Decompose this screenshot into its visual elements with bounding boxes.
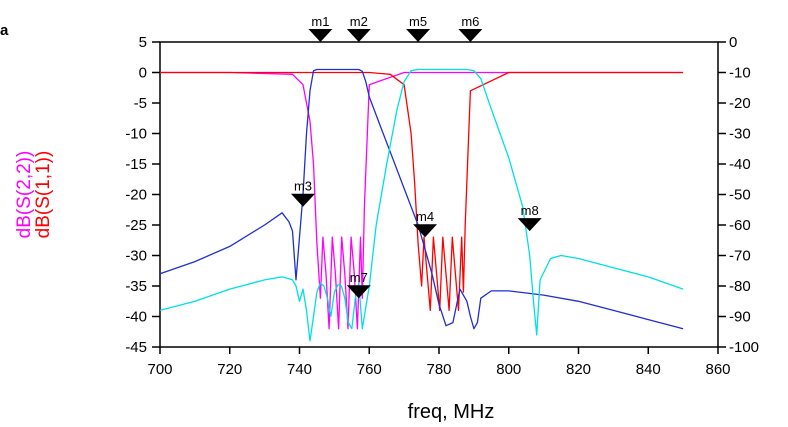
series-line-2 (160, 71, 684, 312)
y-right-tick-label: -50 (729, 187, 751, 204)
y-left-tick-label: -25 (125, 217, 147, 234)
y-left-tick-label: -30 (125, 248, 147, 265)
y-left-tick-label: -10 (125, 126, 147, 143)
x-tick-label: 800 (496, 361, 521, 378)
x-tick-label: 700 (147, 361, 172, 378)
marker-m2-triangle (346, 29, 371, 42)
y-right-tick-label: -10 (729, 65, 751, 82)
y-left-tick-label: -45 (125, 339, 147, 356)
x-tick-label: 740 (287, 361, 312, 378)
y-right-tick-label: -40 (729, 156, 751, 173)
x-tick-label: 840 (636, 361, 661, 378)
y-left-tick-label: -20 (125, 187, 147, 204)
x-tick-label: 780 (426, 361, 451, 378)
marker-m8-label: m8 (521, 203, 539, 218)
x-tick-label: 760 (357, 361, 382, 378)
series-line-3 (159, 68, 684, 330)
marker-m7-triangle (346, 285, 371, 299)
marker-m1-label: m1 (311, 14, 329, 29)
marker-layer: m1 m2 m5 m6 m3 m4 m7 m8 (290, 14, 542, 299)
marker-m6-triangle (458, 29, 483, 42)
y-right-tick-label: -60 (729, 217, 751, 234)
y-axis-label-2: dB(S(1,1)) (33, 151, 54, 239)
marker-m2-label: m2 (350, 14, 368, 29)
series-line-4 (159, 68, 684, 342)
marker-m5-triangle (406, 29, 431, 42)
marker-m3-label: m3 (294, 179, 312, 194)
x-tick-label: 820 (566, 361, 591, 378)
y-left-tick-label: -15 (125, 156, 147, 173)
marker-m1-triangle (308, 29, 333, 42)
x-tick-label: 720 (217, 361, 242, 378)
y-axis-label-1: dB(S(2,2)) (14, 151, 35, 239)
y-left-tick-label: 5 (139, 34, 147, 51)
y-right-tick-label: -100 (729, 339, 759, 356)
y-right-tick-label: -30 (729, 126, 751, 143)
x-axis-label: freq, MHz (408, 401, 495, 423)
y-right-tick-label: -70 (729, 248, 751, 265)
marker-m8-triangle (517, 218, 542, 232)
y-left-tick-label: -40 (125, 309, 147, 326)
tick-layer: 700 720 740 760 780 800 820 840 860 5 0 -5 -10 -15 -20… (125, 34, 759, 378)
marker-m4-triangle (413, 224, 438, 238)
y-left-tick-label: -5 (134, 95, 147, 112)
y-right-tick-label: -90 (729, 309, 751, 326)
y-right-tick-label: 0 (729, 34, 737, 51)
corner-label: a (0, 22, 9, 39)
marker-m4-label: m4 (416, 209, 434, 224)
label-layer: freq, MHz dB(S(2,2))dB(S(1,1)) (14, 151, 494, 423)
x-tick-label: 860 (705, 361, 730, 378)
series-line-1 (160, 71, 684, 330)
marker-m7-label: m7 (350, 270, 368, 285)
y-right-tick-label: -80 (729, 278, 751, 295)
marker-m3-triangle (290, 193, 315, 207)
marker-m5-label: m5 (409, 14, 427, 29)
y-right-tick-label: -20 (729, 95, 751, 112)
y-left-tick-label: -35 (125, 278, 147, 295)
series-layer (159, 68, 684, 342)
marker-m6-label: m6 (461, 14, 479, 29)
y-left-tick-label: 0 (139, 65, 147, 82)
